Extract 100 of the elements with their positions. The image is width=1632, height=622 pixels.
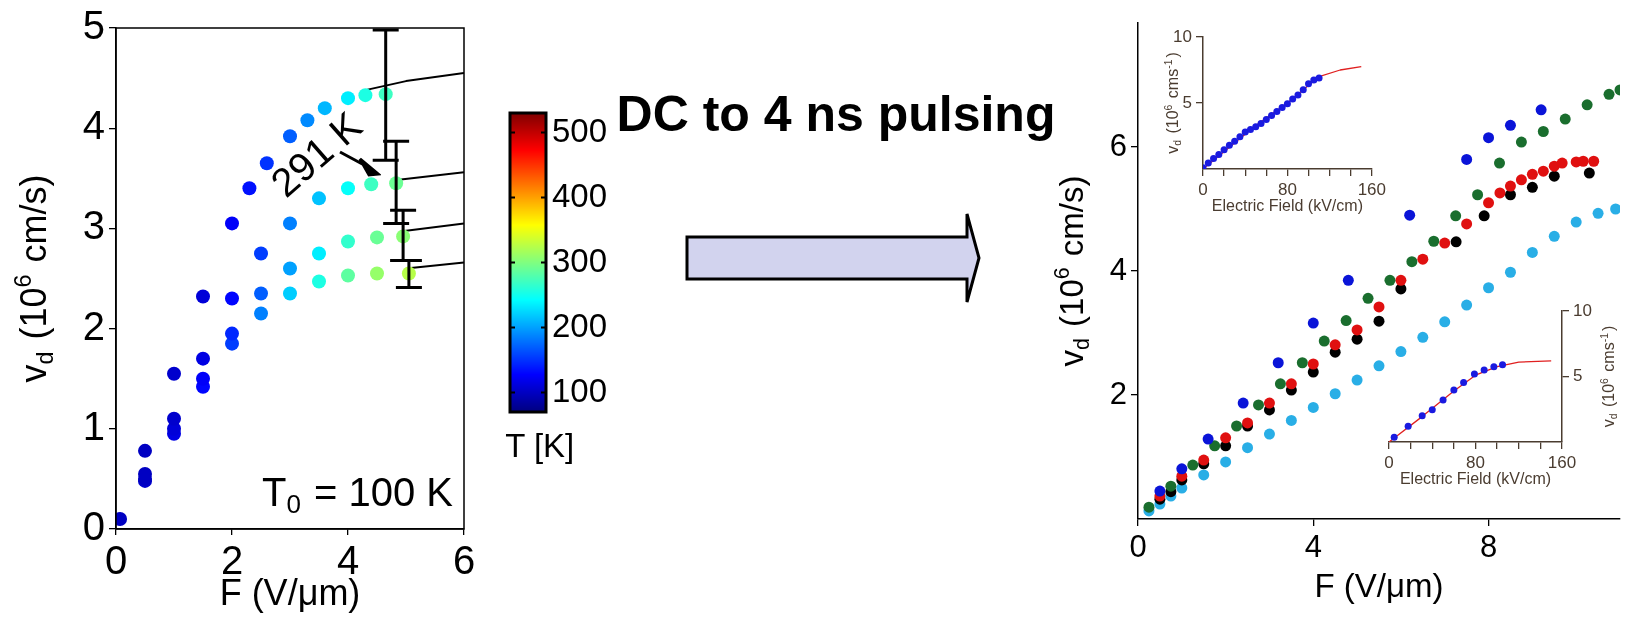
point xyxy=(1237,397,1249,409)
point xyxy=(1478,210,1490,222)
point xyxy=(1504,180,1516,192)
point xyxy=(1318,335,1330,347)
point xyxy=(1299,86,1307,94)
point xyxy=(1272,357,1284,369)
x-tick-label: 4 xyxy=(1304,529,1322,565)
point xyxy=(1236,133,1244,141)
point xyxy=(225,326,239,341)
point xyxy=(1253,399,1264,411)
point xyxy=(1504,119,1516,131)
point xyxy=(1209,440,1221,452)
point xyxy=(300,113,315,128)
y-tick-label: 4 xyxy=(1109,251,1127,287)
point xyxy=(1215,150,1223,158)
point xyxy=(1439,316,1451,328)
point xyxy=(1417,253,1429,265)
point xyxy=(1187,459,1199,471)
color-bar-label: 200 xyxy=(552,306,608,344)
point xyxy=(283,261,297,276)
point xyxy=(1285,414,1297,426)
point xyxy=(1289,95,1297,103)
y-tick-label: 5 xyxy=(1573,366,1583,386)
y-tick-label: 5 xyxy=(82,3,105,48)
point xyxy=(1285,378,1297,390)
point xyxy=(1406,256,1418,268)
color-bar-label: 500 xyxy=(552,111,608,149)
color-bar-label: 100 xyxy=(552,371,608,409)
color-bar-title: T [K] xyxy=(505,427,575,465)
point xyxy=(1494,157,1505,169)
point xyxy=(1315,74,1323,82)
point xyxy=(1483,282,1495,294)
point xyxy=(1480,366,1488,374)
point xyxy=(1417,331,1429,343)
point xyxy=(1143,501,1155,513)
point xyxy=(1483,197,1495,209)
point xyxy=(1268,112,1276,120)
point xyxy=(1278,104,1286,112)
point xyxy=(1537,126,1549,137)
point xyxy=(341,268,355,283)
point xyxy=(1472,189,1484,201)
point xyxy=(1460,378,1468,386)
point xyxy=(1307,358,1319,370)
point xyxy=(364,177,379,192)
point xyxy=(1548,170,1560,182)
point xyxy=(1461,218,1473,230)
point xyxy=(1231,137,1239,145)
point xyxy=(1499,361,1507,369)
text: DC to 4 ns pulsing xyxy=(616,86,1056,142)
point xyxy=(1351,324,1363,336)
point xyxy=(1428,406,1436,414)
x-tick-label: 0 xyxy=(1384,452,1394,472)
point xyxy=(1450,386,1458,394)
point xyxy=(1526,168,1538,180)
point xyxy=(1373,360,1385,372)
point xyxy=(1257,119,1265,127)
point xyxy=(1220,432,1232,444)
point xyxy=(1439,237,1451,249)
x-tick-label: 160 xyxy=(1357,179,1387,199)
point xyxy=(1307,401,1319,413)
point xyxy=(1154,485,1166,497)
point xyxy=(1231,420,1243,432)
point xyxy=(1340,315,1352,327)
point xyxy=(138,443,152,458)
x-tick-label: 80 xyxy=(1466,452,1485,472)
point xyxy=(1220,456,1232,468)
point xyxy=(1351,374,1363,386)
point xyxy=(1204,159,1212,167)
point xyxy=(1418,412,1426,420)
point xyxy=(1404,209,1416,221)
point xyxy=(1504,266,1516,278)
y-tick-label: 3 xyxy=(82,203,105,248)
point xyxy=(1198,454,1210,466)
point xyxy=(1450,210,1462,222)
y-tick-label: 2 xyxy=(1109,375,1127,411)
point xyxy=(1439,396,1447,404)
annotation: 291 K xyxy=(262,102,371,206)
point xyxy=(1592,207,1604,219)
point xyxy=(1583,167,1595,179)
point xyxy=(1395,346,1407,358)
point xyxy=(1176,463,1188,475)
point xyxy=(1559,113,1571,125)
color-bar-label: 300 xyxy=(552,241,608,279)
point xyxy=(341,181,355,196)
point xyxy=(1461,153,1473,165)
point xyxy=(1373,301,1385,313)
x-tick-label: 0 xyxy=(1198,179,1208,199)
y-axis-title: vd (106 cms-1) xyxy=(1162,52,1184,154)
x-axis-title: Electric Field (kV/cm) xyxy=(1399,470,1552,488)
point xyxy=(1329,339,1341,351)
point xyxy=(1535,104,1547,116)
color-bar-label: 400 xyxy=(552,176,608,214)
point xyxy=(1373,315,1385,327)
point xyxy=(1296,357,1308,369)
point xyxy=(1461,299,1473,311)
point xyxy=(196,371,210,386)
point xyxy=(1390,433,1398,441)
point xyxy=(1581,99,1593,111)
point xyxy=(1242,442,1254,454)
point xyxy=(1273,108,1281,116)
